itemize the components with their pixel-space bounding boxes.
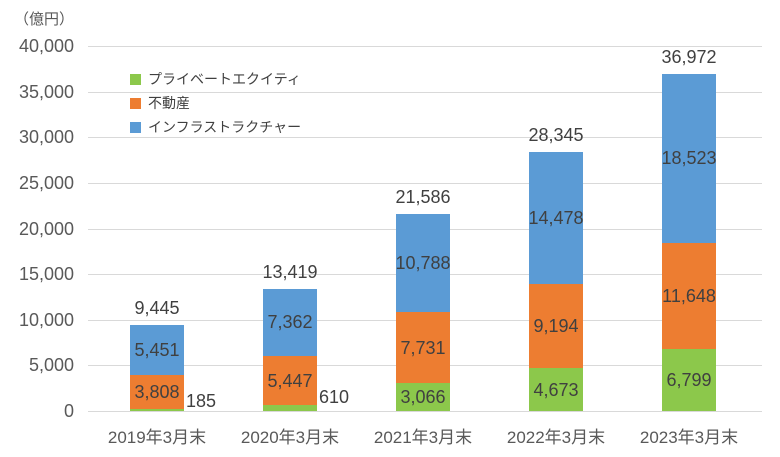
y-axis-tick-label: 40,000 (18, 36, 74, 56)
bar-segment-series-2 (130, 324, 184, 375)
x-axis-category-label: 2020年3月末 (240, 428, 340, 447)
bar-segment-series-0 (662, 348, 716, 411)
legend-item: プライベートエクイティ (130, 67, 301, 91)
legend-swatch-icon (130, 121, 141, 133)
segment-value-label: 14,478 (528, 208, 584, 229)
segment-value-label: 18,523 (661, 148, 717, 169)
bar-segment-series-0 (130, 409, 184, 411)
bar-segment-series-0 (263, 405, 317, 411)
x-axis-category-label: 2019年3月末 (107, 428, 207, 447)
bar-segment-series-2 (529, 152, 583, 285)
total-value-label: 13,419 (262, 261, 318, 282)
bar-segment-series-0 (529, 368, 583, 411)
bar-segment-series-1 (130, 374, 184, 410)
segment-value-label: 3,066 (400, 387, 446, 407)
y-axis-tick-label: 0 (63, 401, 74, 421)
segment-value-label-outside: 185 (186, 391, 217, 412)
total-value-label: 9,445 (134, 297, 180, 318)
x-axis-category-label: 2023年3月末 (639, 428, 739, 447)
segment-value-label: 7,362 (267, 312, 313, 333)
bar-segment-series-1 (263, 355, 317, 406)
bar-segment-series-0 (396, 383, 450, 411)
y-axis-tick-label: 10,000 (18, 309, 74, 330)
segment-value-label: 6,799 (666, 369, 712, 390)
y-axis-tick-label: 5,000 (28, 355, 74, 376)
total-value-label: 36,972 (661, 46, 717, 67)
legend-swatch-icon (130, 73, 141, 85)
y-axis-tick-label: 15,000 (18, 264, 74, 285)
legend-label: インフラストラクチャー (148, 119, 302, 135)
segment-value-label-outside: 610 (319, 387, 350, 408)
legend-swatch-icon (130, 97, 141, 109)
segment-value-label: 3,808 (134, 381, 180, 402)
y-axis-tick-label: 30,000 (18, 127, 74, 148)
y-axis-tick-label: 25,000 (18, 172, 74, 193)
bar-segment-series-2 (662, 73, 716, 243)
bar-segment-series-2 (263, 288, 317, 356)
x-axis-category-label: 2021年3月末 (373, 428, 473, 447)
legend-item: インフラストラクチャー (130, 115, 301, 139)
y-axis-tick-label: 35,000 (18, 81, 74, 102)
legend: プライベートエクイティ 不動産インフラストラクチャー (130, 67, 301, 139)
bar-segment-series-1 (662, 242, 716, 349)
legend-label: プライベートエクイティ (148, 71, 301, 87)
gridline (88, 137, 762, 139)
bar-segment-series-1 (396, 312, 450, 383)
legend-label: 不動産 (148, 95, 190, 111)
bar-segment-series-1 (529, 284, 583, 369)
segment-value-label: 7,731 (400, 337, 446, 358)
segment-value-label: 9,194 (533, 316, 579, 337)
gridline (88, 182, 762, 184)
segment-value-label: 10,788 (395, 253, 451, 274)
segment-value-label: 4,673 (533, 379, 579, 400)
gridline (88, 91, 762, 93)
gridline (88, 46, 762, 47)
segment-value-label: 5,451 (134, 339, 180, 360)
segment-value-label: 11,648 (662, 285, 716, 306)
legend-item: 不動産 (130, 91, 301, 115)
segment-value-label: 5,447 (267, 370, 313, 391)
y-axis-tick-label: 20,000 (18, 218, 74, 239)
total-value-label: 21,586 (395, 187, 451, 208)
x-axis-category-label: 2022年3月末 (506, 428, 606, 447)
gridline (88, 411, 762, 412)
total-value-label: 28,345 (528, 125, 584, 146)
y-axis-unit-label: （億円） (14, 11, 75, 28)
bar-segment-series-2 (396, 214, 450, 313)
